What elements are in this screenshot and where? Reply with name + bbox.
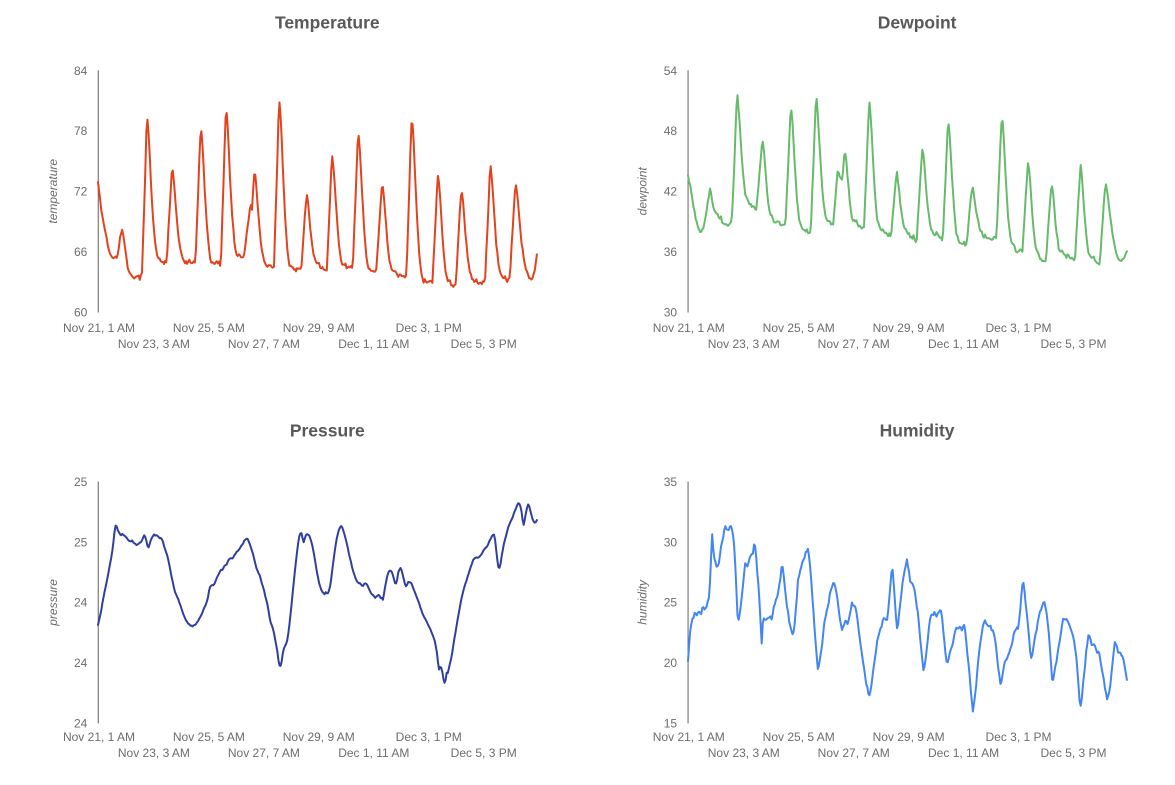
svg-text:66: 66 [74,245,88,259]
svg-text:25: 25 [664,596,678,610]
svg-text:Dec 5, 3 PM: Dec 5, 3 PM [1040,337,1106,351]
svg-text:Dec 3, 1 PM: Dec 3, 1 PM [396,321,462,335]
svg-text:25: 25 [74,535,88,549]
svg-text:35: 35 [664,475,678,489]
svg-text:Nov 21, 1 AM: Nov 21, 1 AM [63,321,135,335]
svg-text:Nov 23, 3 AM: Nov 23, 3 AM [708,746,780,760]
svg-text:54: 54 [664,64,678,78]
svg-text:humidity: humidity [636,579,650,625]
svg-text:Dec 1, 11 AM: Dec 1, 11 AM [338,746,409,760]
svg-text:Pressure: Pressure [290,421,365,441]
svg-text:Nov 29, 9 AM: Nov 29, 9 AM [873,730,945,744]
svg-text:25: 25 [74,475,88,489]
svg-text:Dewpoint: Dewpoint [878,12,957,32]
svg-text:30: 30 [664,535,678,549]
svg-text:Nov 29, 9 AM: Nov 29, 9 AM [873,321,945,335]
svg-text:Dec 5, 3 PM: Dec 5, 3 PM [1040,746,1106,760]
svg-text:Nov 23, 3 AM: Nov 23, 3 AM [118,337,190,351]
svg-text:Dec 1, 11 AM: Dec 1, 11 AM [928,746,999,760]
svg-text:Nov 25, 5 AM: Nov 25, 5 AM [173,321,245,335]
svg-text:Humidity: Humidity [880,421,955,441]
svg-text:Dec 5, 3 PM: Dec 5, 3 PM [451,746,517,760]
svg-text:Nov 29, 9 AM: Nov 29, 9 AM [283,730,355,744]
svg-text:20: 20 [664,656,678,670]
svg-text:15: 15 [664,716,678,730]
svg-text:24: 24 [74,716,88,730]
svg-text:pressure: pressure [46,579,60,627]
svg-text:60: 60 [74,305,88,319]
svg-text:48: 48 [664,124,678,138]
svg-text:36: 36 [664,245,678,259]
svg-text:Dec 1, 11 AM: Dec 1, 11 AM [338,337,409,351]
svg-text:Dec 3, 1 PM: Dec 3, 1 PM [396,730,462,744]
svg-text:Temperature: Temperature [275,12,380,32]
svg-text:30: 30 [664,305,678,319]
svg-text:Nov 21, 1 AM: Nov 21, 1 AM [653,321,725,335]
svg-text:72: 72 [74,185,88,199]
svg-text:Nov 21, 1 AM: Nov 21, 1 AM [653,730,725,744]
svg-text:Nov 25, 5 AM: Nov 25, 5 AM [763,730,835,744]
svg-text:Nov 23, 3 AM: Nov 23, 3 AM [708,337,780,351]
svg-text:Nov 25, 5 AM: Nov 25, 5 AM [763,321,835,335]
svg-text:Dec 1, 11 AM: Dec 1, 11 AM [928,337,999,351]
svg-text:Nov 25, 5 AM: Nov 25, 5 AM [173,730,245,744]
svg-text:dewpoint: dewpoint [636,167,650,216]
svg-text:Nov 27, 7 AM: Nov 27, 7 AM [818,337,890,351]
svg-text:78: 78 [74,124,88,138]
svg-text:24: 24 [74,596,88,610]
svg-text:Dec 5, 3 PM: Dec 5, 3 PM [451,337,517,351]
svg-text:84: 84 [74,64,88,78]
svg-text:temperature: temperature [46,159,60,224]
svg-text:Nov 23, 3 AM: Nov 23, 3 AM [118,746,190,760]
svg-text:Nov 27, 7 AM: Nov 27, 7 AM [818,746,890,760]
svg-text:Dec 3, 1 PM: Dec 3, 1 PM [985,730,1051,744]
svg-text:Nov 27, 7 AM: Nov 27, 7 AM [228,746,300,760]
svg-text:Dec 3, 1 PM: Dec 3, 1 PM [985,321,1051,335]
svg-text:24: 24 [74,656,88,670]
svg-text:Nov 21, 1 AM: Nov 21, 1 AM [63,730,135,744]
svg-text:42: 42 [664,185,678,199]
svg-text:Nov 27, 7 AM: Nov 27, 7 AM [228,337,300,351]
svg-text:Nov 29, 9 AM: Nov 29, 9 AM [283,321,355,335]
